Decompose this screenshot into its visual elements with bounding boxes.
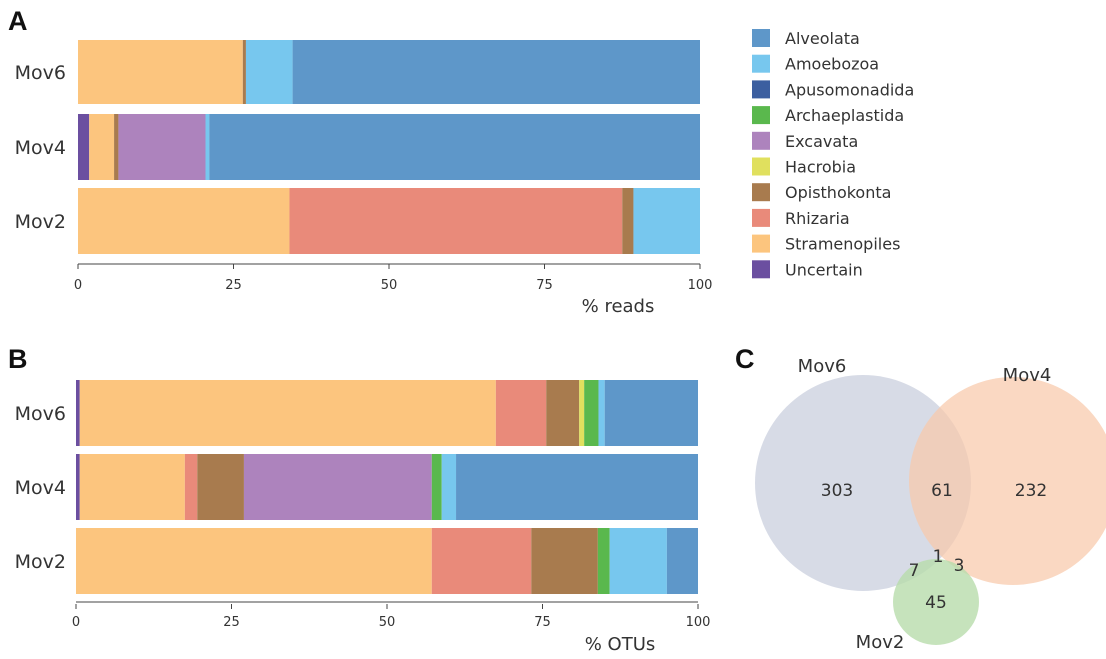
bar-segment-mov4-stramenopiles (79, 454, 185, 520)
legend-swatch-archaeplastida (752, 106, 770, 125)
venn-count-mov6-mov4: 61 (931, 481, 953, 501)
legend-swatch-opisthokonta (752, 183, 770, 202)
bar-segment-mov4-uncertain (76, 454, 80, 520)
legend-label-hacrobia: Hacrobia (785, 158, 856, 177)
bar-segment-mov4-amoebozoa (441, 454, 457, 520)
legend-swatch-hacrobia (752, 157, 770, 176)
bar-segment-mov2-alveolata (666, 528, 698, 594)
x-tick-label: 75 (534, 615, 551, 630)
bar-segment-mov6-opisthokonta (546, 380, 580, 446)
legend: Alveolata Amoebozoa Apusomonadida Archaepla… (752, 29, 914, 279)
bar-segment-mov6-stramenopiles (79, 380, 496, 446)
legend-swatch-alveolata (752, 29, 770, 47)
x-tick-label: 25 (225, 278, 242, 293)
venn-count-mov6-mov2: 7 (909, 561, 920, 581)
category-label-mov2: Mov2 (15, 211, 66, 233)
venn-count-mov6-only: 303 (821, 481, 853, 501)
venn-count-mov4-mov2: 3 (954, 556, 965, 576)
bar-segment-mov4-rhizaria (184, 454, 198, 520)
legend-label-stramenopiles: Stramenopiles (785, 235, 900, 254)
bar-segment-mov6-stramenopiles (78, 40, 243, 104)
bar-segment-mov2-archaeplastida (597, 528, 610, 594)
legend-swatch-rhizaria (752, 208, 770, 227)
legend-label-archaeplastida: Archaeplastida (785, 106, 904, 125)
bar-segment-mov2-opisthokonta (531, 528, 598, 594)
legend-swatch-stramenopiles (752, 234, 770, 253)
bar-segment-mov4-excavata (118, 114, 206, 180)
bar-segment-mov6-alveolata (292, 40, 700, 104)
x-tick-label: 0 (74, 278, 82, 293)
venn-label-mov4: Mov4 (1003, 365, 1052, 386)
bar-segment-mov2-stramenopiles (78, 188, 290, 254)
bar-segment-mov6-uncertain (76, 380, 80, 446)
legend-swatch-excavata (752, 131, 770, 150)
bar-segment-mov6-opisthokonta (242, 40, 246, 104)
venn-circle-mov2 (893, 559, 979, 645)
bar-segment-mov2-amoebozoa (633, 188, 700, 254)
bar-segment-mov6-amoebozoa (245, 40, 293, 104)
bar-segment-mov2-stramenopiles (76, 528, 432, 594)
panel-label-a: A (8, 6, 28, 36)
legend-label-apusomonadida: Apusomonadida (785, 80, 914, 99)
category-label-mov4: Mov4 (15, 477, 66, 499)
category-label-mov4: Mov4 (15, 137, 66, 159)
bar-segment-mov6-archaeplastida (584, 380, 599, 446)
category-label-mov2: Mov2 (15, 551, 66, 573)
bar-segment-mov4-stramenopiles (89, 114, 115, 180)
x-tick-label: 0 (72, 615, 80, 630)
legend-swatch-apusomonadida (752, 80, 770, 99)
legend-label-uncertain: Uncertain (785, 260, 863, 279)
bar-segment-mov4-amoebozoa (205, 114, 210, 180)
venn-count-mov4-only: 232 (1015, 481, 1047, 501)
x-axis-label: % OTUs (585, 634, 656, 655)
venn-count-all: 1 (933, 547, 944, 567)
legend-label-amoebozoa: Amoebozoa (785, 55, 879, 74)
panel-label-c: C (735, 344, 755, 374)
bar-segment-mov2-amoebozoa (609, 528, 667, 594)
stacked-bar-chart-otus: 0 25 50 75 100 Mov6 Mov4 Mov2 % OTUs (15, 380, 711, 655)
bar-segment-mov4-alveolata (209, 114, 701, 180)
venn-count-mov2-only: 45 (925, 593, 947, 613)
bar-segment-mov4-opisthokonta (197, 454, 244, 520)
bar-segment-mov2-rhizaria (431, 528, 532, 594)
venn-label-mov6: Mov6 (798, 356, 847, 377)
venn-circle-mov6 (755, 375, 971, 591)
legend-label-excavata: Excavata (785, 132, 858, 151)
bar-segment-mov4-uncertain (78, 114, 90, 180)
legend-label-opisthokonta: Opisthokonta (785, 183, 891, 202)
legend-swatch-amoebozoa (752, 54, 770, 73)
venn-diagram: Mov6 Mov4 Mov2 303 61 232 1 7 3 45 (755, 356, 1106, 653)
x-tick-label: 50 (381, 278, 398, 293)
x-tick-label: 50 (379, 615, 396, 630)
x-tick-label: 100 (686, 615, 711, 630)
bar-segment-mov6-rhizaria (495, 380, 547, 446)
bar-segment-mov6-amoebozoa (598, 380, 605, 446)
stacked-bar-chart-reads: 0 25 50 75 100 Mov6 Mov4 Mov2 % reads (15, 40, 713, 317)
bar-segment-mov2-opisthokonta (622, 188, 634, 254)
bar-segment-mov2-rhizaria (289, 188, 623, 254)
category-label-mov6: Mov6 (15, 403, 66, 425)
panel-label-b: B (8, 344, 28, 374)
bar-segment-mov4-alveolata (456, 454, 698, 520)
category-label-mov6: Mov6 (15, 62, 66, 84)
legend-label-alveolata: Alveolata (785, 29, 860, 48)
x-tick-label: 100 (688, 278, 713, 293)
legend-swatch-uncertain (752, 260, 770, 279)
x-axis-label: % reads (582, 296, 655, 317)
bar-segment-mov4-opisthokonta (114, 114, 119, 180)
x-tick-label: 75 (536, 278, 553, 293)
legend-label-rhizaria: Rhizaria (785, 209, 850, 228)
bar-segment-mov4-archaeplastida (431, 454, 442, 520)
venn-label-mov2: Mov2 (856, 632, 905, 653)
venn-circle-mov4 (909, 377, 1106, 585)
bar-segment-mov4-excavata (243, 454, 432, 520)
bar-segment-mov6-hacrobia (579, 380, 585, 446)
x-tick-label: 25 (223, 615, 240, 630)
bar-segment-mov6-alveolata (604, 380, 698, 446)
